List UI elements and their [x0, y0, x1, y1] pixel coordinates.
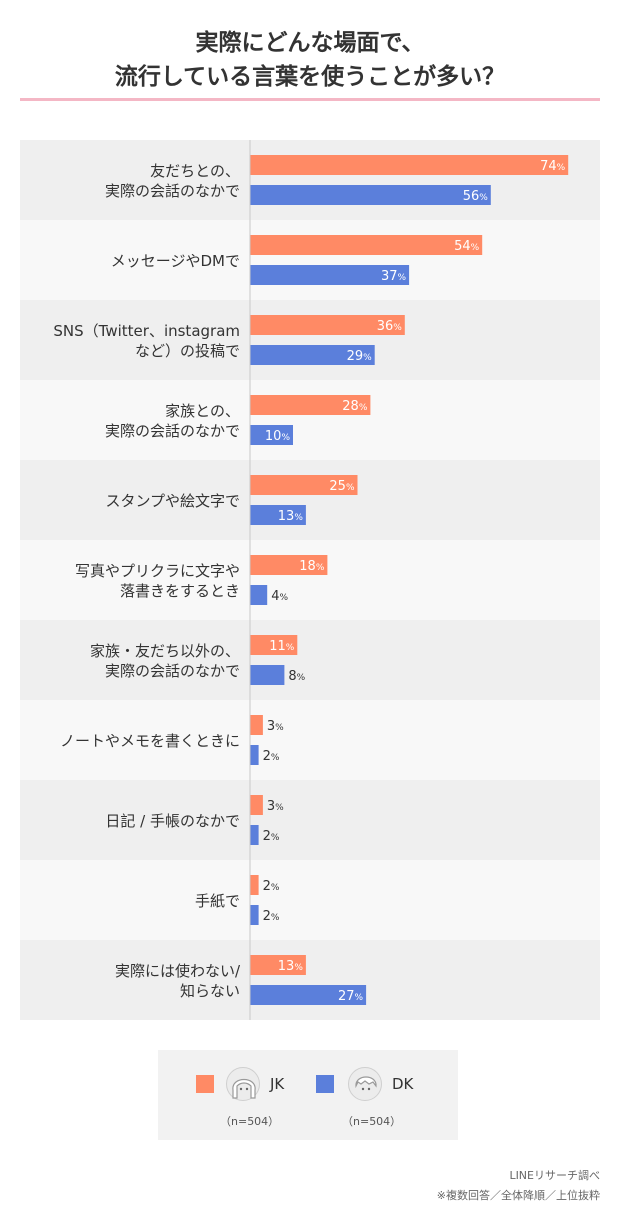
category-label: ノートやメモを書くときに	[60, 732, 240, 750]
category-label: 日記 / 手帳のなかで	[105, 812, 240, 830]
legend-note-jk: （n=504）	[220, 1115, 280, 1128]
data-label-dk: 10%	[265, 429, 291, 444]
data-label-jk: 36%	[377, 319, 403, 334]
bar-dk	[250, 745, 259, 765]
bar-jk	[250, 395, 371, 415]
bar-jk	[250, 315, 405, 335]
source-line-2: ※複数回答／全体降順／上位抜粋	[436, 1189, 600, 1202]
title-underline	[20, 98, 600, 101]
data-label-jk: 2%	[263, 879, 280, 894]
data-label-dk: 2%	[263, 829, 280, 844]
legend-swatch-dk	[316, 1075, 334, 1093]
category-label: 手紙で	[195, 892, 240, 910]
category-label: 実際には使わない/	[115, 962, 241, 980]
row-background	[20, 860, 600, 940]
category-label: 落書きをするとき	[120, 582, 240, 600]
data-label-dk: 4%	[271, 589, 288, 604]
category-label: 写真やプリクラに文字や	[75, 562, 240, 580]
title-line-2: 流行している言葉を使うことが多い？	[114, 64, 506, 90]
bar-dk	[250, 265, 410, 285]
data-label-jk: 25%	[329, 479, 355, 494]
row-background	[20, 700, 600, 780]
source-note: LINEリサーチ調べ ※複数回答／全体降順／上位抜粋	[437, 1166, 600, 1206]
row-background	[20, 300, 600, 380]
bar-jk	[250, 155, 569, 175]
row-background	[20, 460, 600, 540]
category-label: 友だちとの、	[150, 162, 240, 180]
row-background	[20, 220, 600, 300]
category-label: など）の投稿で	[135, 342, 240, 360]
bar-dk	[250, 425, 293, 445]
source-line-1: LINEリサーチ調べ	[509, 1169, 600, 1182]
bar-jk	[250, 475, 358, 495]
category-label: 実際の会話のなかで	[105, 662, 240, 680]
bar-dk	[250, 505, 306, 525]
bar-jk	[250, 635, 298, 655]
row-background	[20, 540, 600, 620]
jk-face-icon	[226, 1067, 260, 1101]
legend-label-jk: JK	[270, 1075, 285, 1093]
bar-chart: 友だちとの、実際の会話のなかで 74% 56% メッセージやDMで 54% 37% SNS（…	[20, 140, 600, 1020]
row-background	[20, 620, 600, 700]
legend-swatch-jk	[196, 1075, 214, 1093]
data-label-jk: 13%	[278, 959, 304, 974]
bar-jk	[250, 715, 263, 735]
category-label: 実際の会話のなかで	[105, 422, 240, 440]
bar-jk	[250, 555, 328, 575]
data-label-jk: 18%	[299, 559, 325, 574]
category-label: 知らない	[180, 982, 240, 1000]
row-background	[20, 780, 600, 860]
bar-jk	[250, 875, 259, 895]
category-label: SNS（Twitter、instagram	[53, 322, 240, 340]
category-label: 実際の会話のなかで	[105, 182, 240, 200]
category-label: スタンプや絵文字で	[105, 492, 240, 510]
category-label: 家族との、	[165, 402, 240, 420]
data-label-dk: 29%	[347, 349, 373, 364]
bar-dk	[250, 665, 285, 685]
bar-dk	[250, 585, 268, 605]
bar-jk	[250, 795, 263, 815]
legend-note-dk: （n=504）	[342, 1115, 402, 1128]
chart-title: 実際にどんな場面で、 流行している言葉を使うことが多い？	[0, 26, 620, 94]
row-background	[20, 380, 600, 460]
data-label-dk: 56%	[463, 189, 489, 204]
data-label-dk: 37%	[381, 269, 407, 284]
data-label-jk: 11%	[269, 639, 295, 654]
bar-jk	[250, 235, 483, 255]
data-label-dk: 2%	[263, 749, 280, 764]
category-label: メッセージやDMで	[111, 252, 240, 270]
data-label-dk: 8%	[288, 669, 305, 684]
bar-dk	[250, 825, 259, 845]
title-line-1: 実際にどんな場面で、	[195, 30, 425, 56]
bar-dk	[250, 345, 375, 365]
data-label-dk: 2%	[263, 909, 280, 924]
data-label-jk: 74%	[540, 159, 566, 174]
bar-jk	[250, 955, 306, 975]
data-label-dk: 27%	[338, 989, 364, 1004]
data-label-jk: 54%	[454, 239, 480, 254]
data-label-jk: 3%	[267, 799, 284, 814]
row-background	[20, 940, 600, 1020]
row-background	[20, 140, 600, 220]
bar-dk	[250, 985, 367, 1005]
category-label: 家族・友だち以外の、	[90, 642, 240, 660]
legend: JK （n=504） DK （n=504）	[158, 1050, 458, 1140]
bar-dk	[250, 905, 259, 925]
data-label-dk: 13%	[278, 509, 304, 524]
data-label-jk: 3%	[267, 719, 284, 734]
data-label-jk: 28%	[342, 399, 368, 414]
legend-label-dk: DK	[392, 1075, 414, 1093]
dk-face-icon	[348, 1067, 382, 1101]
bar-dk	[250, 185, 491, 205]
